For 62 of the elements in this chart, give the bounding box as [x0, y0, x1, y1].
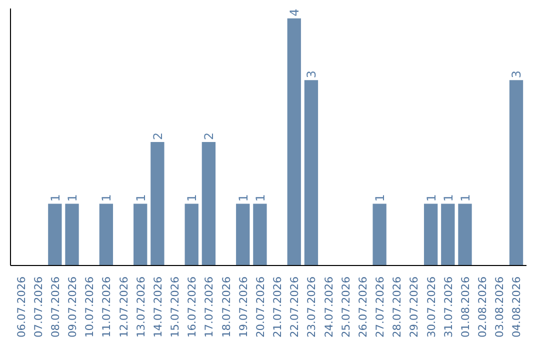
data-label: 1: [458, 194, 472, 202]
x-tick-label: 13.07.2026: [134, 276, 148, 338]
bar: [48, 204, 62, 266]
data-label: 1: [441, 194, 456, 202]
bar: [304, 80, 318, 266]
data-label: 4: [288, 8, 302, 16]
x-tick-label: 11.07.2026: [100, 276, 114, 338]
x-tick-label: 23.07.2026: [305, 276, 318, 338]
data-label: 1: [48, 194, 62, 202]
x-tick-label: 27.07.2026: [374, 276, 387, 338]
data-label: 1: [373, 194, 388, 202]
bar: [424, 204, 438, 266]
bar: [441, 204, 455, 266]
x-tick-label: 19.07.2026: [236, 276, 250, 338]
x-tick-label: 17.07.2026: [202, 276, 216, 338]
x-tick-label: 21.07.2026: [271, 276, 284, 338]
x-tick-label: 12.07.2026: [117, 276, 130, 338]
x-tick-label: 08.07.2026: [48, 276, 62, 338]
x-tick-label: 03.08.2026: [493, 276, 506, 338]
x-tick-label: 09.07.2026: [66, 276, 80, 338]
data-label: 3: [304, 70, 319, 78]
data-label: 1: [253, 194, 268, 202]
bar: [184, 204, 198, 266]
data-label: 1: [424, 194, 438, 202]
x-tick-label: 10.07.2026: [83, 276, 96, 338]
bar: [253, 204, 267, 266]
x-tick-label: 22.07.2026: [288, 276, 302, 338]
bar: [509, 80, 524, 266]
x-tick-label: 30.07.2026: [424, 276, 438, 338]
bar: [150, 142, 164, 266]
data-label: 1: [185, 194, 200, 202]
x-tick-label: 14.07.2026: [151, 276, 164, 338]
x-tick-label: 06.07.2026: [14, 276, 28, 338]
data-label: 1: [100, 194, 114, 202]
x-tick-label: 24.07.2026: [322, 276, 336, 338]
data-label: 1: [66, 194, 80, 202]
data-label: 1: [134, 194, 148, 202]
bar: [458, 204, 472, 266]
x-tick-label: 18.07.2026: [220, 276, 233, 338]
bar: [236, 204, 250, 266]
x-tick-label: 31.07.2026: [442, 276, 455, 338]
x-tick-label: 07.07.2026: [32, 276, 45, 338]
x-tick-label: 20.07.2026: [254, 276, 267, 338]
data-label: 2: [150, 132, 165, 140]
bar: [65, 204, 79, 266]
x-tick-label: 02.08.2026: [476, 276, 490, 338]
x-tick-label: 28.07.2026: [390, 276, 404, 338]
x-tick-label: 26.07.2026: [356, 276, 370, 338]
x-tick-label: 29.07.2026: [408, 276, 421, 338]
x-tick-label: 15.07.2026: [168, 276, 182, 338]
x-tick-label: 16.07.2026: [186, 276, 199, 338]
bar: [202, 142, 216, 266]
x-tick-label: 04.08.2026: [510, 276, 524, 338]
data-label: 2: [202, 132, 216, 140]
x-tick-label: 25.07.2026: [339, 276, 352, 338]
bar: [99, 204, 114, 266]
bar: [372, 204, 386, 266]
data-label: 3: [510, 70, 524, 78]
x-tick-label: 01.08.2026: [458, 276, 472, 338]
data-label: 1: [236, 194, 250, 202]
bar: [287, 18, 301, 266]
bar: [134, 204, 148, 266]
